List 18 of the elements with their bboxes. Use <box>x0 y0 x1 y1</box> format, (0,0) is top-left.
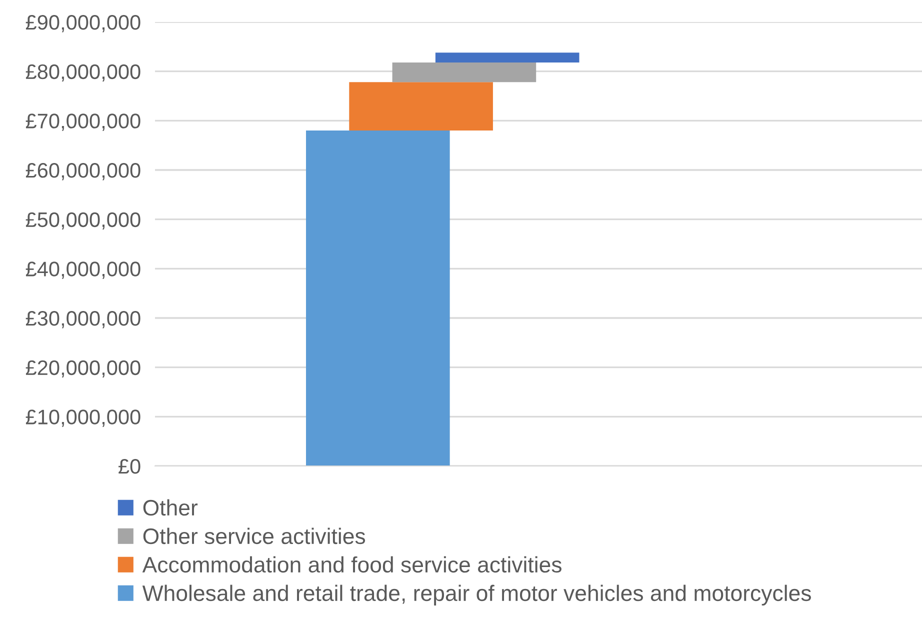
y-tick-label: £0 <box>118 459 140 474</box>
y-tick-label: £50,000,000 <box>26 212 140 230</box>
bar <box>306 130 450 466</box>
legend-label: Wholesale and retail trade, repair of motor vehicles and motorcycles <box>142 584 811 606</box>
bar <box>349 82 493 131</box>
y-tick-label: £10,000,000 <box>26 410 140 427</box>
y-tick-label: £70,000,000 <box>26 114 140 131</box>
legend-label: Accommodation and food service activities <box>142 556 562 573</box>
legend-label: Other <box>143 499 198 516</box>
y-tick-label: £60,000,000 <box>26 163 140 180</box>
y-tick-label: £20,000,000 <box>26 360 140 378</box>
y-tick-label: £80,000,000 <box>26 64 140 82</box>
legend-label: Other service activities <box>143 528 366 544</box>
y-tick-label: £40,000,000 <box>26 262 140 279</box>
y-tick-label: £90,000,000 <box>26 15 140 32</box>
y-tick-label: £30,000,000 <box>26 311 140 328</box>
bar <box>435 52 580 62</box>
bar <box>392 62 536 82</box>
